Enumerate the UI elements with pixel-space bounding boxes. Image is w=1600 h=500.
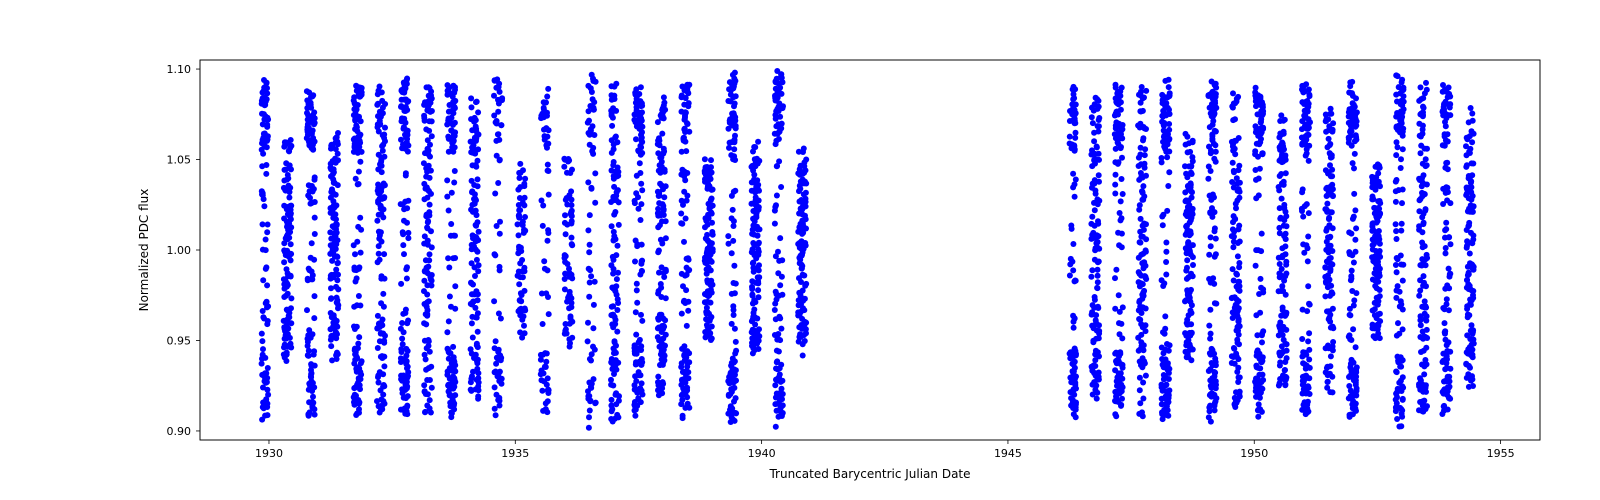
x-tick-label: 1950 <box>1240 447 1268 460</box>
x-tick-label: 1930 <box>255 447 283 460</box>
y-tick-label: 0.90 <box>167 425 192 438</box>
chart-svg: 1930 1935 1940 1945 1950 1955 0.90 0.95 1.00 1.05… <box>0 0 1600 500</box>
x-tick-label: 1940 <box>748 447 776 460</box>
y-tick-label: 0.95 <box>167 334 192 347</box>
lightcurve-chart: 1930 1935 1940 1945 1950 1955 0.90 0.95 1.00 1.05… <box>0 0 1600 500</box>
x-tick-label: 1955 <box>1487 447 1515 460</box>
x-tick-label: 1935 <box>501 447 529 460</box>
y-tick-label: 1.10 <box>167 63 192 76</box>
x-axis-label: Truncated Barycentric Julian Date <box>768 467 970 481</box>
x-tick-label: 1945 <box>994 447 1022 460</box>
y-tick-label: 1.05 <box>167 154 192 167</box>
y-tick-label: 1.00 <box>167 244 192 257</box>
y-axis-label: Normalized PDC flux <box>137 189 151 312</box>
